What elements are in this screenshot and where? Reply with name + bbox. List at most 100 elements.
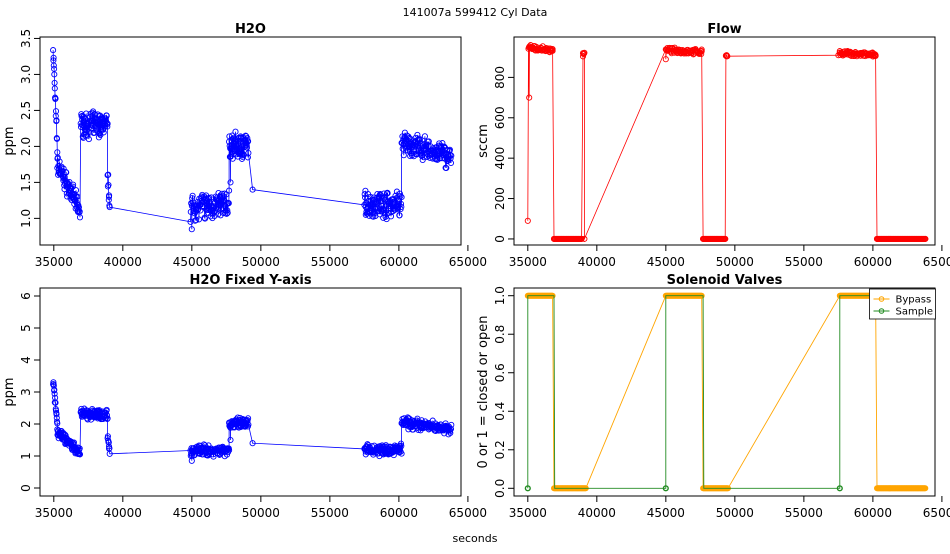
data-point [244, 154, 251, 161]
y-tick-label: 0.8 [493, 325, 507, 344]
data-point [200, 445, 207, 452]
data-point [441, 430, 448, 437]
data-point [105, 171, 112, 178]
data-point [245, 421, 252, 428]
data-point [419, 156, 426, 164]
data-point [396, 212, 403, 219]
x-tick-label: 40000 [578, 255, 616, 269]
y-tick-label: 2.0 [19, 137, 33, 156]
data-point [70, 181, 77, 188]
data-point [224, 207, 231, 214]
x-tick-label: 45000 [647, 506, 685, 520]
plot-box [513, 287, 936, 497]
data-point [383, 216, 390, 223]
data-point [245, 138, 252, 145]
data-point [105, 196, 112, 204]
data-point [922, 235, 929, 242]
x-tick-label: 65000 [923, 255, 950, 269]
x-tick-label: 60000 [380, 255, 418, 269]
y-tick-label: 1.0 [493, 286, 507, 305]
data-point [724, 53, 731, 60]
data-point [398, 442, 405, 449]
x-tick-label: 65000 [449, 255, 487, 269]
x-tick-label: 40000 [104, 506, 142, 520]
data-point [375, 207, 382, 215]
y-tick-label: 3 [19, 388, 33, 396]
x-tick-label: 65000 [449, 506, 487, 520]
figure-header: 141007a 599412 Cyl Data [403, 6, 548, 19]
y-tick-label: 0.0 [493, 479, 507, 498]
data-point [227, 436, 234, 444]
data-point [51, 386, 58, 393]
data-point [227, 179, 234, 186]
x-tick-label: 40000 [578, 506, 616, 520]
x-tick-label: 50000 [242, 506, 280, 520]
data-point [384, 190, 391, 197]
data-point [249, 186, 256, 193]
data-point [193, 217, 200, 224]
y-tick-label: 5 [19, 324, 33, 332]
data-point [387, 213, 395, 220]
data-point [225, 200, 232, 207]
x-tick-label: 60000 [380, 506, 418, 520]
panel-2: Flow 35000 40000 45000 50000 55000 60000 65000 0… [476, 22, 950, 269]
panel-title: Flow [707, 22, 741, 37]
data-point [53, 135, 61, 142]
data-point [104, 415, 111, 422]
data-point [207, 213, 214, 220]
data-point [447, 429, 454, 437]
x-tick-label: 55000 [785, 506, 823, 520]
data-point [723, 52, 730, 59]
data-point [52, 407, 60, 414]
data-point-sample [524, 485, 531, 492]
x-tick-label: 50000 [716, 255, 754, 269]
data-point [51, 390, 58, 397]
data-point [448, 152, 455, 159]
data-point [416, 136, 423, 143]
x-tick-label: 65000 [923, 506, 950, 520]
data-point-bypass [922, 485, 929, 492]
legend-label: Bypass [896, 295, 932, 306]
data-point [76, 208, 83, 215]
data-point [53, 117, 60, 124]
data-point [396, 190, 403, 197]
y-tick-label: 2 [19, 420, 33, 428]
data-point [50, 62, 57, 69]
data-point [103, 412, 111, 419]
y-tick-label: 4 [19, 356, 33, 364]
data-point [50, 379, 57, 386]
data-point [215, 189, 222, 197]
data-point [206, 194, 213, 201]
y-tick-label: 0 [19, 484, 33, 492]
data-point [56, 158, 63, 165]
data-point [379, 202, 386, 209]
legend-swatch-point [878, 296, 885, 302]
data-point [232, 128, 239, 135]
data-point [243, 144, 251, 151]
data-point [245, 149, 252, 157]
panel-title: H2O [235, 22, 266, 37]
x-tick-label: 55000 [311, 255, 349, 269]
data-point [223, 210, 230, 217]
data-point [52, 95, 59, 102]
x-tick-label: 50000 [242, 255, 280, 269]
data-point [51, 71, 58, 78]
series-line [527, 45, 926, 240]
data-point [235, 140, 242, 147]
data-point [100, 129, 107, 136]
x-tick-label: 50000 [716, 506, 754, 520]
data-point [72, 187, 80, 194]
data-point [52, 399, 59, 406]
data-point [448, 421, 455, 428]
data-point [398, 194, 405, 201]
data-point [245, 415, 252, 422]
data-point [398, 203, 405, 210]
x-axis-label: seconds [453, 532, 498, 545]
y-axis-label: ppm [2, 377, 17, 406]
plot-box [513, 36, 936, 246]
panel-3: H2O Fixed Y-axis 35000 40000 45000 50000 5500… [2, 273, 487, 520]
x-tick-label: 55000 [785, 255, 823, 269]
legend-box [869, 288, 936, 320]
y-tick-label: 3.5 [19, 29, 33, 48]
